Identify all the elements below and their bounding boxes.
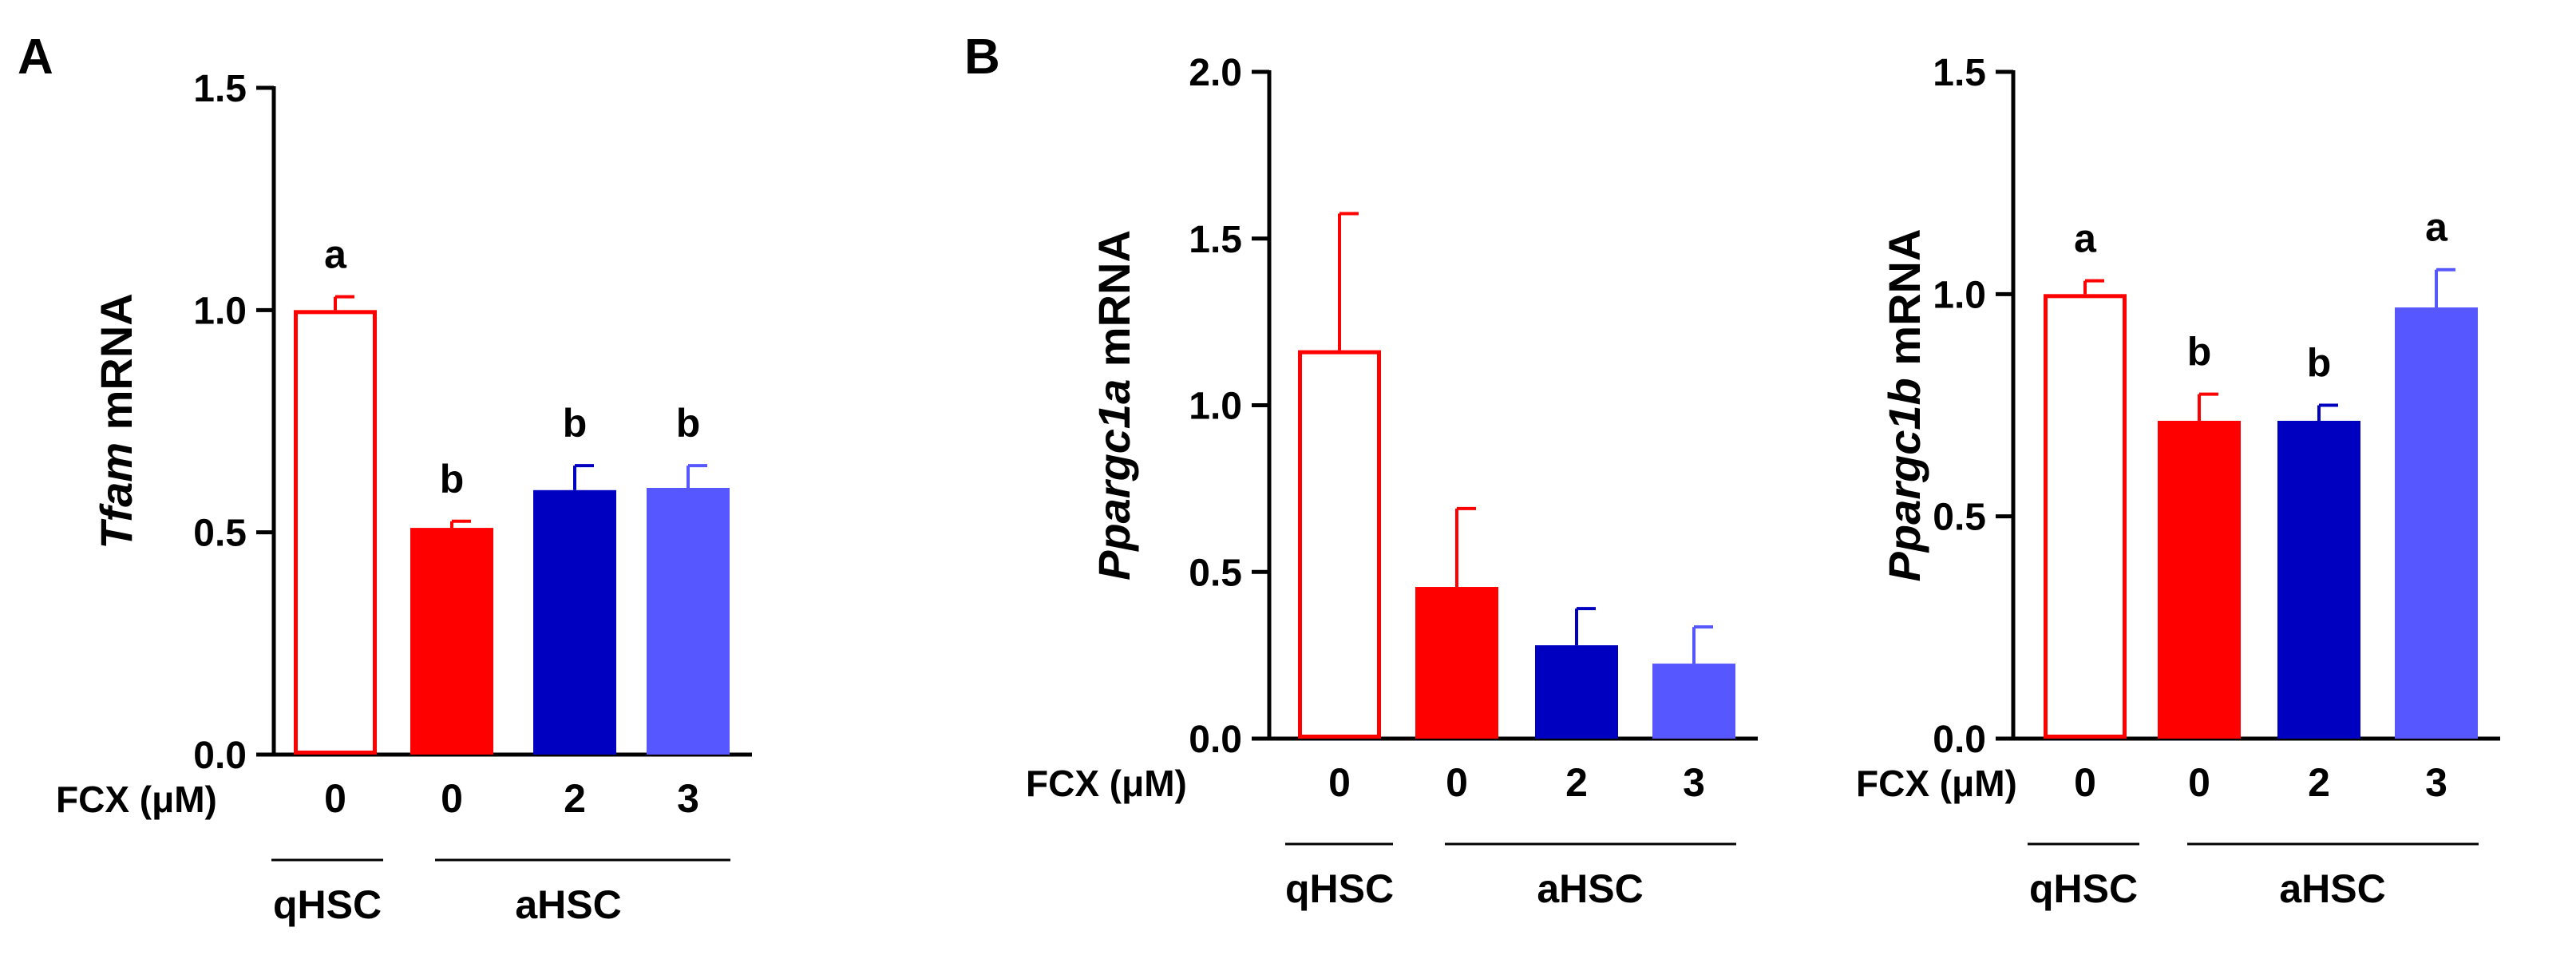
x-axis-title: FCX (μM)	[1856, 763, 2017, 804]
bar	[1535, 645, 1618, 739]
bar	[410, 528, 493, 755]
x-tick-label: 3	[2425, 760, 2447, 805]
group-label: qHSC	[273, 882, 382, 927]
x-tick-label: 0	[2188, 760, 2210, 805]
x-tick-label: 0	[441, 776, 463, 821]
y-axis-label: Tfam mRNA	[91, 293, 141, 549]
significance-label: b	[563, 401, 588, 446]
x-tick-label: 0	[2074, 760, 2096, 805]
chart-tfam: 0.0 0.5 1.0 1.5 Tfam mRNA a 0 b 0 b 2 b 3 FCX (μM) qHS…	[56, 68, 752, 927]
significance-label: b	[2187, 330, 2212, 374]
y-tick-label: 0.5	[193, 513, 247, 555]
bar	[2395, 307, 2478, 739]
x-axis-title: FCX (μM)	[1026, 763, 1187, 804]
bar	[294, 310, 377, 755]
x-tick-label: 3	[1683, 760, 1705, 805]
y-axis-label-gene: Ppargc1a	[1089, 379, 1139, 581]
bar	[1652, 664, 1735, 739]
bar	[647, 488, 730, 755]
bar	[2277, 420, 2360, 739]
y-tick-label: 1.5	[1189, 219, 1242, 261]
y-tick-label: 1.0	[1933, 274, 1986, 316]
bar	[1298, 350, 1381, 739]
x-axis-title: FCX (μM)	[56, 779, 217, 820]
y-tick-label: 0.0	[193, 735, 247, 777]
significance-label: a	[324, 232, 347, 277]
y-axis-label-gene: Ppargc1b	[1879, 378, 1929, 581]
y-tick-label: 1.0	[1189, 386, 1242, 428]
y-axis-label-unit: mRNA	[1879, 229, 1929, 378]
bar	[533, 489, 616, 755]
y-axis-label: Ppargc1b mRNA	[1879, 229, 1929, 582]
bar	[2158, 420, 2241, 739]
chart-ppargc1b: 0.0 0.5 1.0 1.5 Ppargc1b mRNA a 0 b 0 b 2 a 3 FCX (μM…	[1856, 52, 2500, 911]
x-tick-label: 0	[1328, 760, 1351, 805]
y-axis-label-unit: mRNA	[1089, 230, 1139, 379]
y-tick-label: 1.5	[193, 68, 247, 110]
chart-ppargc1a: 0.0 0.5 1.0 1.5 2.0 Ppargc1a mRNA 0 0 2 3 FCX (μM)…	[1026, 52, 1758, 911]
y-tick-label: 1.5	[1933, 52, 1986, 94]
y-tick-label: 0.0	[1189, 719, 1242, 761]
y-tick-label: 0.5	[1933, 497, 1986, 539]
y-axis-label: Ppargc1a mRNA	[1089, 230, 1139, 581]
y-tick-label: 0.0	[1933, 719, 1986, 761]
group-label: qHSC	[1285, 866, 1394, 911]
panel-label-b: B	[964, 30, 1000, 85]
x-tick-label: 0	[1446, 760, 1468, 805]
x-tick-label: 2	[564, 776, 586, 821]
panel-label-a: A	[18, 30, 53, 85]
x-tick-label: 2	[2308, 760, 2330, 805]
group-label: qHSC	[2029, 866, 2138, 911]
y-tick-label: 0.5	[1189, 552, 1242, 594]
y-tick-label: 2.0	[1189, 52, 1242, 94]
significance-label: b	[676, 401, 701, 446]
group-label: aHSC	[2279, 866, 2385, 911]
significance-label: a	[2425, 205, 2448, 250]
x-tick-label: 0	[324, 776, 346, 821]
significance-label: b	[440, 457, 465, 501]
significance-label: b	[2307, 341, 2332, 386]
x-tick-label: 2	[1565, 760, 1588, 805]
group-label: aHSC	[515, 882, 621, 927]
y-axis-label-gene: Tfam	[91, 442, 141, 549]
significance-label: a	[2074, 216, 2097, 261]
group-label: aHSC	[1537, 866, 1643, 911]
bar	[1415, 587, 1498, 739]
bar	[2044, 294, 2127, 739]
x-tick-label: 3	[677, 776, 699, 821]
y-axis-label-unit: mRNA	[91, 293, 141, 442]
y-tick-label: 1.0	[193, 290, 247, 332]
